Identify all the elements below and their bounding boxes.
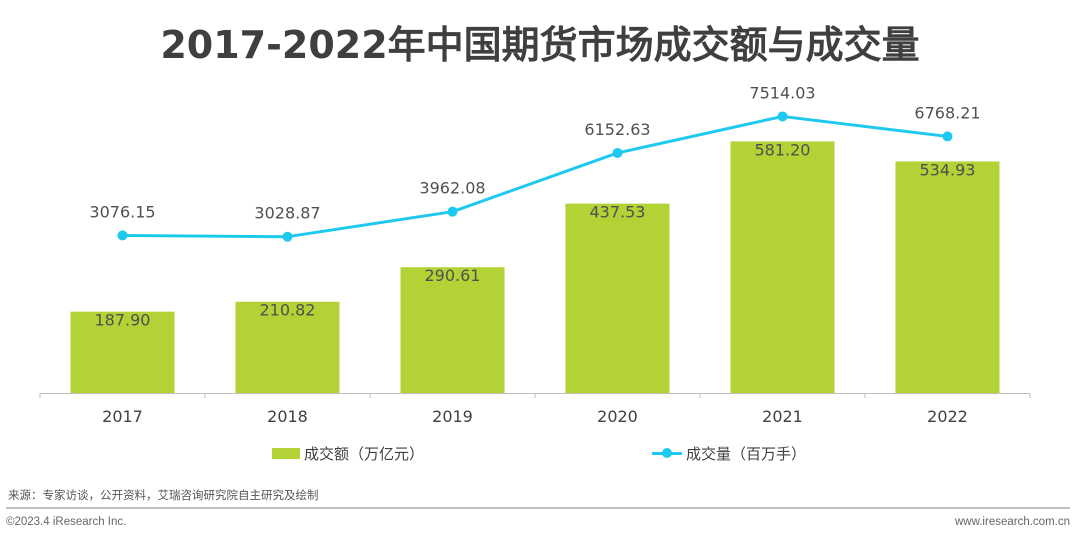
chart-title: 2017-2022年中国期货市场成交额与成交量: [160, 23, 920, 67]
x-tick-label: 2017: [102, 407, 143, 426]
data-labels: 187.90 210.82 290.61 437.53 581.20 534.93 3076…: [89, 83, 980, 329]
website-link[interactable]: www.iresearch.com.cn: [954, 516, 1070, 528]
x-tick-label: 2022: [927, 407, 968, 426]
line-point: [117, 230, 128, 241]
line-data-label: 3076.15: [89, 202, 155, 221]
line-data-label: 6152.63: [584, 120, 650, 139]
bar-series: [70, 141, 1000, 393]
line-point: [777, 111, 788, 122]
legend-bar-label: 成交额（万亿元）: [304, 445, 425, 463]
x-tick-label: 2020: [597, 407, 638, 426]
bar: [400, 267, 505, 393]
bar-data-label: 534.93: [920, 160, 976, 179]
bar: [235, 301, 340, 393]
legend-line-swatch: [652, 448, 682, 459]
line-point: [447, 206, 458, 217]
bar-data-label: 290.61: [425, 266, 481, 285]
footer-divider: [6, 507, 1070, 509]
line-data-label: 7514.03: [749, 83, 815, 102]
line-point: [942, 131, 953, 142]
line-series: [117, 111, 953, 242]
line-data-label: 3962.08: [419, 179, 485, 198]
legend-item-line: 成交量（百万手）: [652, 443, 806, 464]
x-axis: 2017 2018 2019 2020 2021 2022: [39, 393, 1031, 426]
bar: [895, 161, 1000, 393]
copyright: ©2023.4 iResearch Inc.: [6, 516, 127, 528]
line-point: [282, 231, 293, 242]
legend-bar-swatch: [272, 448, 300, 459]
bar: [730, 141, 835, 393]
x-tick-label: 2018: [267, 407, 308, 426]
source-note: 来源：专家访谈，公开资料，艾瑞咨询研究院自主研究及绘制: [8, 488, 319, 502]
line-path: [122, 114, 948, 239]
line-data-label: 3028.87: [254, 204, 320, 223]
line-data-label: 6768.21: [914, 103, 980, 122]
legend-item-bar: 成交额（万亿元）: [272, 443, 424, 464]
bar-data-label: 187.90: [95, 311, 151, 330]
bar: [70, 311, 175, 393]
chart-plot: 2017 2018 2019 2020 2021 2022 187.90 210.82 290…: [39, 83, 1031, 426]
bar: [565, 203, 670, 393]
bar-data-label: 437.53: [590, 203, 646, 222]
line-point: [612, 147, 623, 158]
bar-data-label: 210.82: [260, 301, 316, 320]
legend-line-label: 成交量（百万手）: [686, 445, 807, 463]
bar-data-label: 581.20: [755, 140, 811, 159]
x-tick-label: 2021: [762, 407, 803, 426]
x-tick-label: 2019: [432, 407, 473, 426]
